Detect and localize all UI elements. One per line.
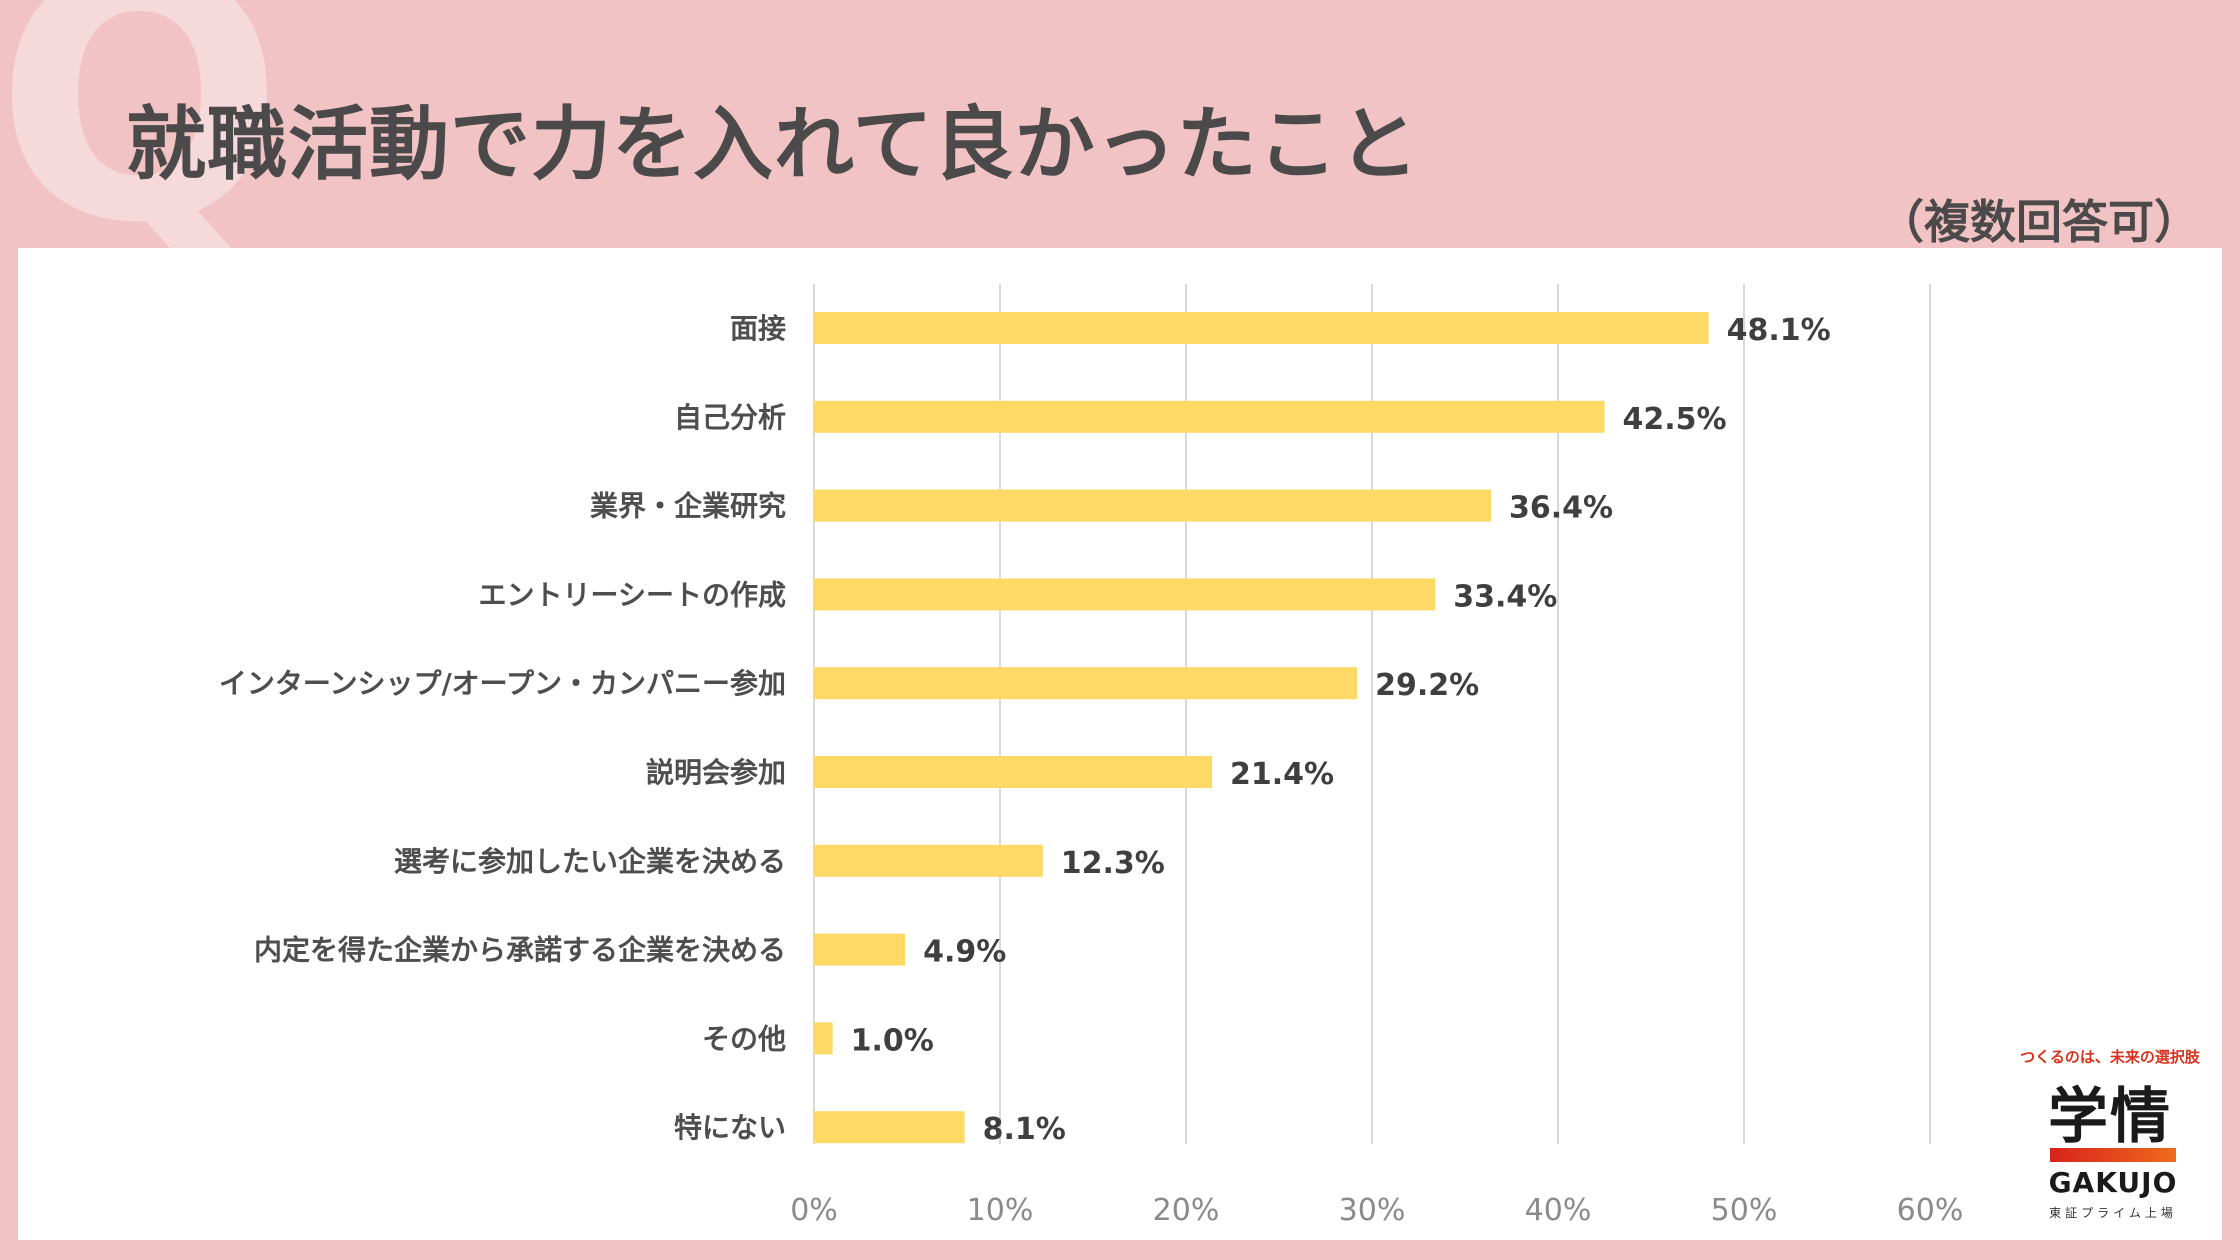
x-tick-label: 0% xyxy=(790,1193,838,1228)
q-mark: Q xyxy=(0,0,285,298)
logo-sub: 東証プライム上場 xyxy=(2049,1206,2177,1220)
category-label: エントリーシートの作成 xyxy=(479,578,786,611)
data-label: 29.2% xyxy=(1375,668,1479,703)
bar xyxy=(814,400,1605,433)
bar xyxy=(814,756,1213,788)
x-tick-label: 50% xyxy=(1711,1193,1778,1228)
x-tick-label: 60% xyxy=(1897,1193,1964,1228)
data-label: 12.3% xyxy=(1061,846,1165,881)
x-tick-label: 30% xyxy=(1339,1193,1406,1228)
data-label: 48.1% xyxy=(1727,313,1831,348)
logo-tagline: つくるのは、未来の選択肢 xyxy=(2020,1048,2200,1066)
logo-bar xyxy=(2050,1148,2176,1162)
category-label: 自己分析 xyxy=(674,401,786,434)
bar xyxy=(814,933,906,966)
x-tick-label: 10% xyxy=(967,1193,1034,1228)
category-label: 説明会参加 xyxy=(646,756,786,789)
data-label: 33.4% xyxy=(1453,579,1557,614)
category-label: 業界・企業研究 xyxy=(590,490,786,523)
category-label: その他 xyxy=(702,1022,786,1055)
x-tick-label: 40% xyxy=(1525,1193,1592,1228)
category-label: インターンシップ/オープン・カンパニー参加 xyxy=(219,667,786,700)
page-title: 就職活動で力を入れて良かったこと xyxy=(126,98,1420,191)
category-label: 内定を得た企業から承諾する企業を決める xyxy=(254,934,786,967)
bar xyxy=(814,844,1043,877)
logo-kanji: 学情 xyxy=(2048,1082,2172,1152)
category-label: 選考に参加したい企業を決める xyxy=(394,845,786,878)
bar xyxy=(814,312,1709,344)
data-label: 1.0% xyxy=(851,1023,934,1058)
page-subtitle: （複数回答可） xyxy=(1878,195,2200,249)
bar xyxy=(814,578,1436,611)
chart-panel: 0% 10% 20% 30% 40% 50% 60% 面接 48.1% 自己分析 42.5% 業界・企… xyxy=(18,248,2222,1240)
logo-name: GAKUJO xyxy=(2048,1166,2178,1199)
category-label: 面接 xyxy=(730,312,786,345)
data-label: 42.5% xyxy=(1623,402,1727,437)
gakujo-logo: つくるのは、未来の選択肢 学情 GAKUJO 東証プライム上場 xyxy=(2010,1046,2210,1226)
data-label: 4.9% xyxy=(923,935,1006,970)
bar xyxy=(814,1022,833,1055)
bar xyxy=(814,1111,965,1144)
bar xyxy=(814,667,1358,700)
bar-chart: 0% 10% 20% 30% 40% 50% 60% 面接 48.1% 自己分析 42.5% 業界・企… xyxy=(219,284,1964,1228)
data-label: 36.4% xyxy=(1509,491,1613,526)
x-tick-label: 20% xyxy=(1153,1193,1220,1228)
data-label: 8.1% xyxy=(983,1112,1066,1147)
data-label: 21.4% xyxy=(1230,757,1334,792)
bar xyxy=(814,489,1492,522)
category-label: 特にない xyxy=(674,1111,786,1144)
